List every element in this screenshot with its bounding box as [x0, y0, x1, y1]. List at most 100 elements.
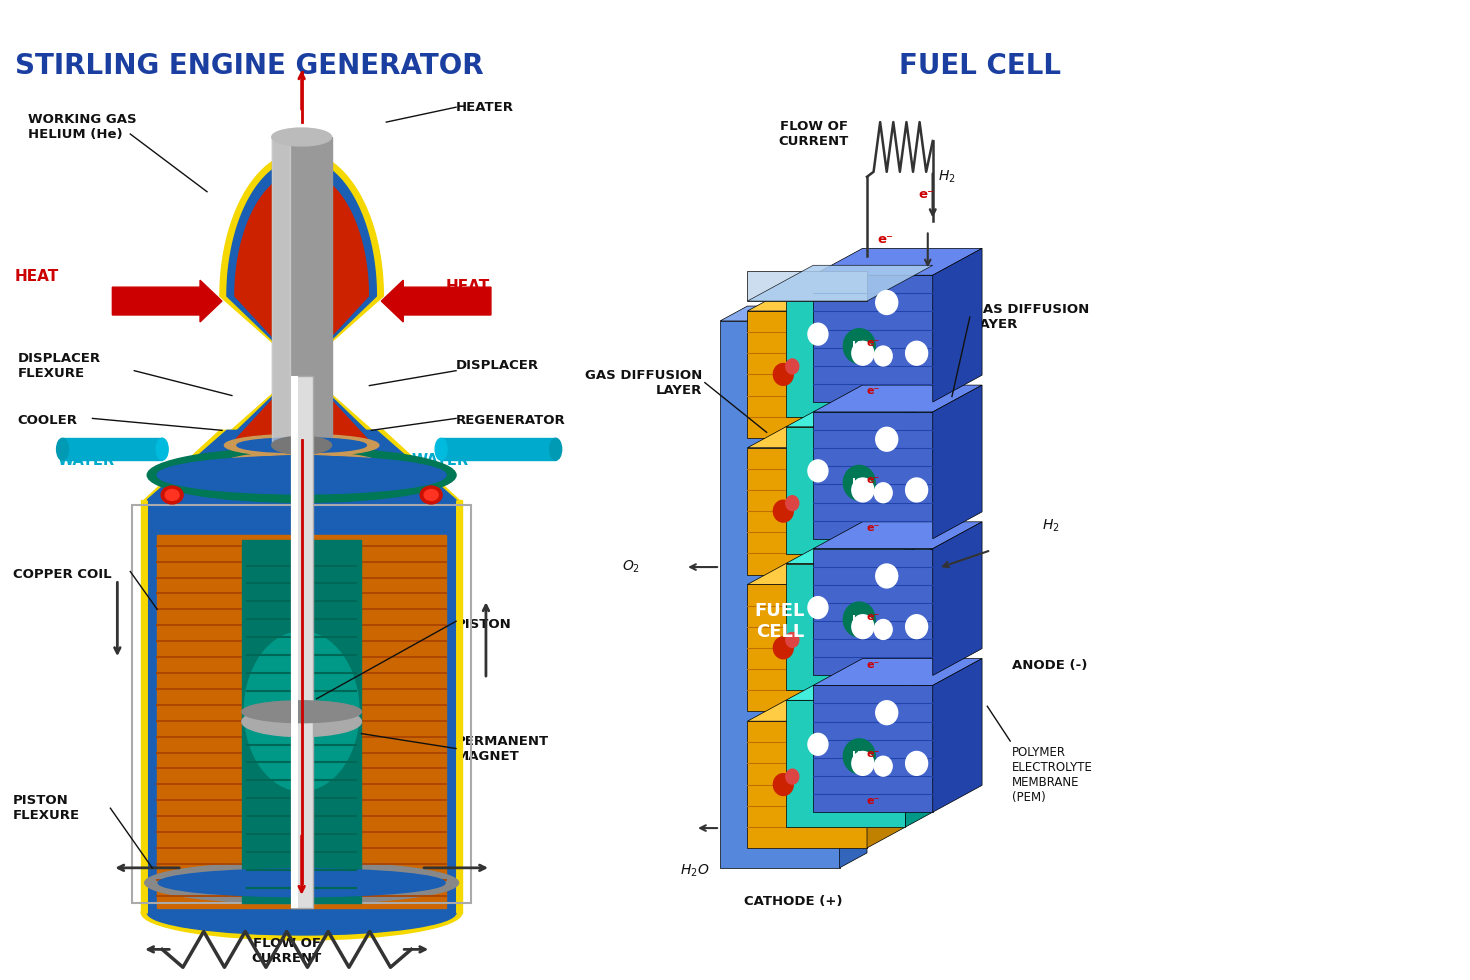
Text: HEAT: HEAT [15, 269, 59, 284]
Polygon shape [867, 427, 906, 574]
Polygon shape [747, 584, 867, 711]
Polygon shape [747, 266, 933, 301]
Polygon shape [243, 540, 362, 903]
Text: CATHODE (+): CATHODE (+) [744, 895, 842, 908]
Polygon shape [747, 290, 906, 311]
Polygon shape [720, 306, 867, 321]
Polygon shape [867, 564, 906, 711]
Ellipse shape [773, 637, 794, 659]
Polygon shape [147, 500, 456, 912]
Text: e⁻: e⁻ [866, 475, 879, 485]
Ellipse shape [225, 469, 379, 491]
Ellipse shape [844, 739, 875, 773]
Polygon shape [813, 412, 933, 539]
Text: $H_2O$: $H_2O$ [681, 862, 710, 879]
Ellipse shape [875, 619, 892, 639]
Polygon shape [813, 549, 933, 675]
Polygon shape [813, 385, 982, 412]
Polygon shape [933, 659, 982, 812]
Ellipse shape [56, 438, 69, 461]
Polygon shape [147, 430, 456, 500]
Polygon shape [747, 427, 906, 448]
Text: e⁻: e⁻ [866, 797, 879, 807]
Ellipse shape [875, 483, 892, 503]
Polygon shape [813, 275, 933, 402]
Polygon shape [906, 412, 933, 554]
Text: HEAT: HEAT [445, 278, 491, 294]
Polygon shape [720, 321, 839, 868]
Ellipse shape [851, 478, 873, 502]
Polygon shape [786, 275, 933, 290]
Text: H⁺: H⁺ [853, 478, 866, 488]
Ellipse shape [147, 890, 456, 935]
Text: $O_2$: $O_2$ [622, 559, 641, 575]
Ellipse shape [144, 861, 459, 904]
Ellipse shape [157, 457, 445, 494]
Text: WATER: WATER [412, 453, 469, 467]
Polygon shape [933, 385, 982, 539]
Text: H⁺: H⁺ [853, 752, 866, 761]
Polygon shape [786, 549, 933, 564]
Text: WATER: WATER [57, 453, 115, 467]
Text: e⁻: e⁻ [919, 187, 935, 201]
Text: STIRLING ENGINE GENERATOR: STIRLING ENGINE GENERATOR [15, 53, 484, 80]
Polygon shape [747, 721, 867, 848]
Ellipse shape [272, 128, 332, 146]
Polygon shape [867, 290, 906, 438]
Ellipse shape [237, 472, 366, 487]
Polygon shape [226, 159, 376, 440]
Text: REGENERATOR: REGENERATOR [456, 414, 566, 427]
Polygon shape [813, 685, 933, 812]
Text: COOLER: COOLER [18, 414, 78, 427]
Ellipse shape [875, 757, 892, 776]
Ellipse shape [844, 602, 875, 637]
Polygon shape [747, 564, 906, 584]
Text: $H_2$: $H_2$ [938, 169, 956, 185]
Ellipse shape [162, 486, 184, 504]
FancyArrow shape [112, 280, 222, 322]
Text: $H_2$: $H_2$ [1042, 517, 1060, 534]
Ellipse shape [906, 752, 928, 775]
Ellipse shape [906, 478, 928, 502]
FancyArrow shape [381, 280, 491, 322]
Text: HEATER: HEATER [456, 101, 514, 114]
Text: DISPLACER: DISPLACER [456, 360, 539, 372]
Text: ANODE (-): ANODE (-) [1013, 659, 1088, 672]
Bar [291, 375, 313, 907]
Ellipse shape [420, 486, 442, 504]
Ellipse shape [225, 452, 379, 474]
Polygon shape [813, 521, 982, 549]
Ellipse shape [141, 885, 462, 940]
Ellipse shape [809, 733, 828, 756]
Ellipse shape [225, 434, 379, 457]
Bar [272, 137, 332, 445]
Text: FUEL CELL: FUEL CELL [900, 53, 1061, 80]
Ellipse shape [244, 632, 359, 791]
Polygon shape [906, 685, 933, 827]
Text: FLOW OF
CURRENT: FLOW OF CURRENT [251, 937, 322, 965]
Polygon shape [747, 271, 867, 301]
Polygon shape [813, 248, 982, 275]
Ellipse shape [809, 323, 828, 345]
Ellipse shape [876, 427, 898, 451]
Polygon shape [235, 172, 369, 440]
Text: FLOW OF
CURRENT: FLOW OF CURRENT [779, 120, 848, 148]
Ellipse shape [294, 420, 309, 430]
Ellipse shape [237, 438, 366, 453]
Ellipse shape [425, 489, 438, 501]
Polygon shape [144, 430, 459, 500]
Ellipse shape [272, 436, 332, 454]
Text: DISPLACER
FLEXURE: DISPLACER FLEXURE [18, 352, 101, 379]
Polygon shape [747, 311, 867, 438]
Polygon shape [786, 427, 906, 554]
Polygon shape [441, 438, 556, 461]
Text: FUEL
CELL: FUEL CELL [754, 603, 806, 641]
Bar [132, 505, 470, 903]
Ellipse shape [294, 391, 309, 401]
Ellipse shape [851, 614, 873, 639]
Ellipse shape [875, 346, 892, 366]
Ellipse shape [809, 597, 828, 618]
Ellipse shape [156, 438, 168, 461]
Ellipse shape [147, 448, 456, 503]
Polygon shape [786, 564, 906, 690]
